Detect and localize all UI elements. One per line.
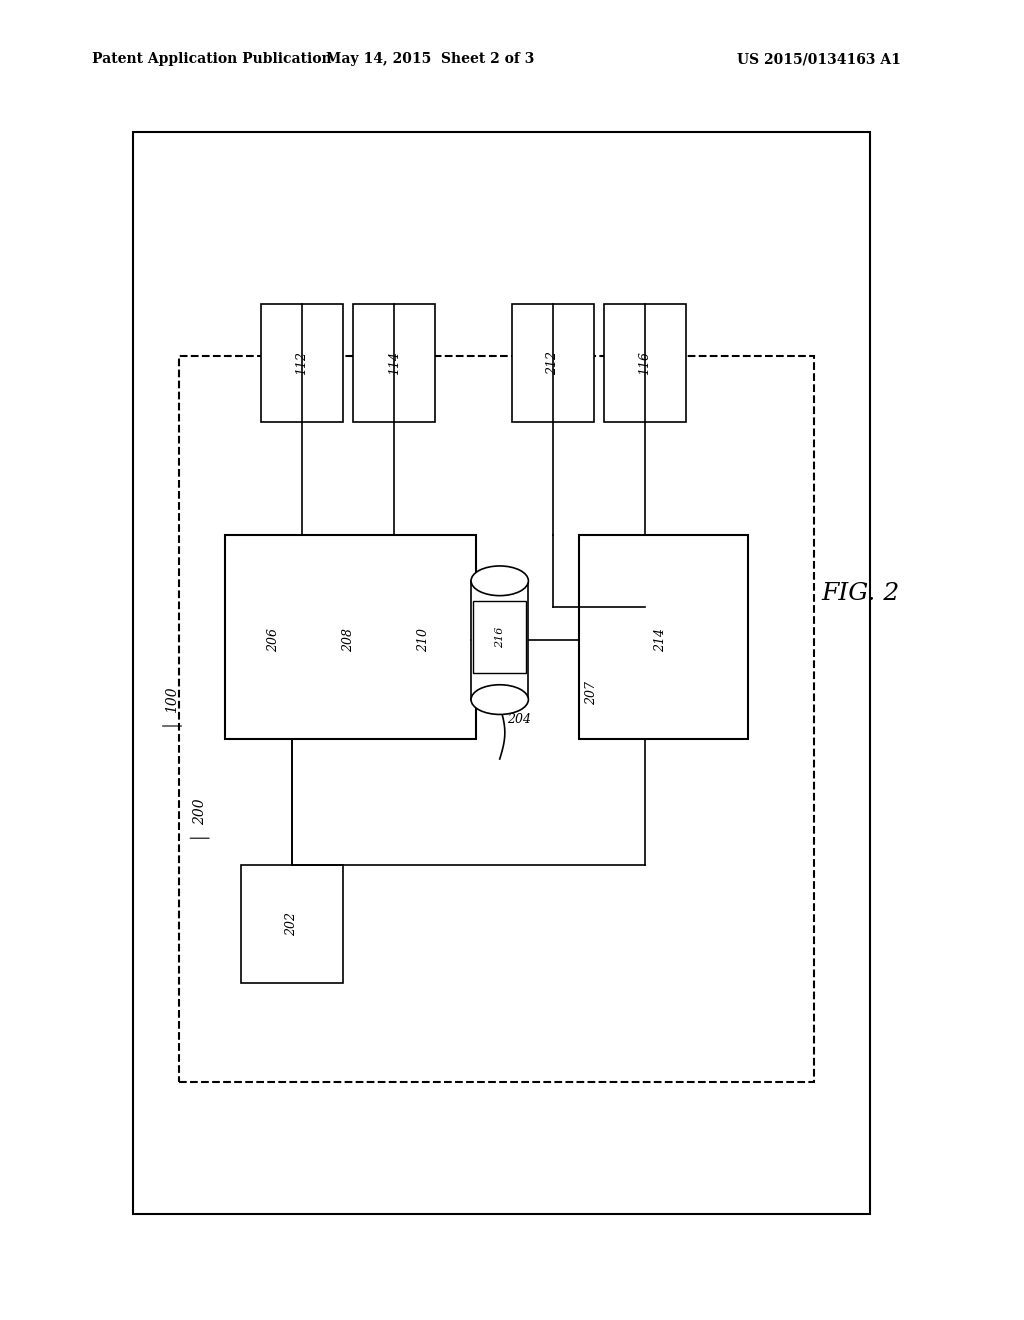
Bar: [353, 304, 435, 422]
Bar: [241, 561, 307, 719]
Bar: [225, 535, 476, 739]
Text: Patent Application Publication: Patent Application Publication: [92, 53, 332, 66]
Text: 204: 204: [507, 713, 530, 726]
Text: 116: 116: [639, 351, 651, 375]
Text: 112: 112: [296, 351, 308, 375]
Text: FIG. 2: FIG. 2: [821, 582, 899, 606]
Text: 100: 100: [165, 686, 179, 713]
Text: 206: 206: [267, 628, 281, 652]
Bar: [315, 561, 382, 719]
Bar: [390, 561, 457, 719]
Bar: [512, 304, 594, 422]
Text: 207: 207: [586, 681, 598, 705]
Text: US 2015/0134163 A1: US 2015/0134163 A1: [737, 53, 901, 66]
Bar: [473, 601, 526, 673]
Text: 208: 208: [342, 628, 355, 652]
Text: 202: 202: [286, 912, 298, 936]
Bar: [604, 304, 686, 422]
Text: May 14, 2015  Sheet 2 of 3: May 14, 2015 Sheet 2 of 3: [326, 53, 535, 66]
Bar: [261, 304, 343, 422]
Text: 210: 210: [417, 628, 430, 652]
Text: 216: 216: [495, 626, 505, 648]
Bar: [579, 535, 748, 739]
Bar: [614, 561, 707, 719]
Text: 212: 212: [547, 351, 559, 375]
Ellipse shape: [471, 685, 528, 714]
Bar: [133, 132, 870, 1214]
Text: 200: 200: [193, 799, 207, 825]
Text: 114: 114: [388, 351, 400, 375]
Bar: [179, 356, 814, 1082]
Text: 214: 214: [654, 628, 667, 652]
Bar: [471, 581, 528, 700]
Bar: [241, 865, 343, 983]
Ellipse shape: [471, 566, 528, 595]
